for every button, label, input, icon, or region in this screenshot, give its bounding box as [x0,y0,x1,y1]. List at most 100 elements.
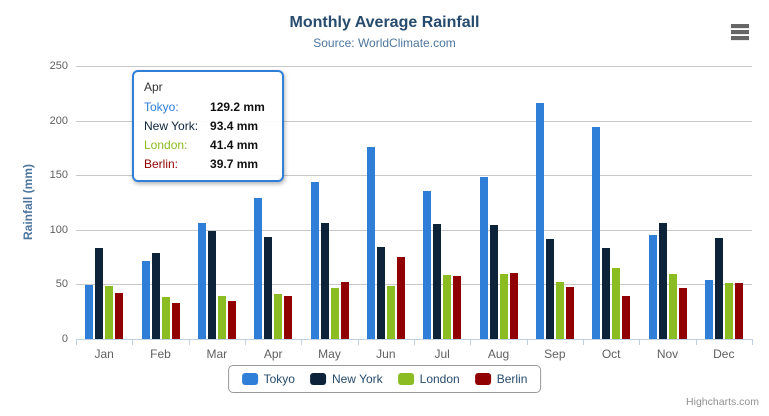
bar-london-nov[interactable] [668,274,677,339]
bar-tokyo-sep[interactable] [535,102,544,339]
bar-london-oct[interactable] [612,267,621,339]
bar-berlin-may[interactable] [340,281,349,339]
x-axis-label: Aug [487,347,510,361]
x-axis-label: Dec [713,347,735,361]
chart-subtitle: Source: WorldClimate.com [313,36,456,50]
x-axis-tick [357,340,359,345]
legend-swatch-icon [474,373,491,385]
bar-tokyo-oct[interactable] [592,127,601,339]
x-axis-label: Jul [434,347,450,361]
bar-new-york-jun[interactable] [376,246,385,339]
gridline [76,175,752,177]
y-axis-tick-label: 150 [49,169,68,182]
bar-london-aug[interactable] [499,273,508,339]
gridline [76,284,752,286]
bar-berlin-jan[interactable] [115,292,124,339]
x-axis-tick [132,340,134,345]
y-axis-tick-label: 250 [49,60,68,72]
y-axis-tick-label: 200 [49,114,68,127]
legend-item-new-york[interactable]: New York [309,372,383,386]
bar-london-apr[interactable] [274,293,283,339]
bar-new-york-feb[interactable] [151,252,160,339]
tooltip-series-label: London: [144,137,188,152]
tooltip-value: 41.4 mm [210,137,259,152]
x-axis-label: Apr [263,347,283,361]
x-axis-tick [245,340,246,345]
x-axis-tick [301,340,303,345]
bar-london-mar[interactable] [217,296,226,339]
y-axis-tick-label: 50 [55,278,68,291]
bar-new-york-apr[interactable] [264,237,273,339]
bar-tokyo-jun[interactable] [366,146,375,339]
bar-new-york-may[interactable] [320,223,329,339]
bar-berlin-oct[interactable] [622,296,631,339]
tooltip-series-label: New York: [144,118,199,133]
bar-berlin-jul[interactable] [453,276,462,339]
legend-item-london[interactable]: London [397,372,460,386]
x-axis-label: Jun [376,347,396,361]
bar-london-sep[interactable] [555,281,564,339]
tooltip-value: 129.2 mm [210,99,265,114]
x-axis-tick [752,340,753,345]
bar-london-jul[interactable] [443,274,452,339]
bar-new-york-mar[interactable] [207,231,216,339]
tooltip-value: 39.7 mm [210,156,259,171]
bar-tokyo-mar[interactable] [197,222,206,339]
bar-berlin-apr[interactable] [284,295,293,339]
bar-new-york-aug[interactable] [489,225,498,339]
bar-london-feb[interactable] [161,296,170,339]
x-axis-tick [76,340,77,345]
x-axis-label: Mar [206,347,228,361]
legend: Tokyo New York London Berlin [227,365,542,393]
tooltip-series-label: Tokyo: [144,99,179,114]
bar-berlin-feb[interactable] [171,302,180,339]
credits-link[interactable]: Highcharts.com [686,396,759,408]
bar-tokyo-apr[interactable] [254,197,263,339]
bar-berlin-jun[interactable] [396,256,405,339]
x-axis-tick [414,340,415,345]
bar-tokyo-dec[interactable] [704,279,713,339]
export-menu-button[interactable] [727,20,753,44]
gridline [76,120,752,122]
bar-tokyo-feb[interactable] [141,260,150,339]
legend-item-tokyo[interactable]: Tokyo [241,372,295,386]
bar-london-jan[interactable] [105,285,114,339]
x-axis-tick [470,340,472,345]
bar-london-dec[interactable] [724,283,733,339]
bar-berlin-dec[interactable] [734,283,743,339]
x-axis-label: Jan [94,347,114,361]
bar-tokyo-jul[interactable] [423,190,432,339]
bar-berlin-aug[interactable] [509,273,518,339]
bar-new-york-dec[interactable] [714,238,723,339]
x-axis-tick [695,340,697,345]
tooltip-header: Apr [144,80,163,94]
x-axis-label: Nov [656,347,679,361]
tooltip-row: London: 41.4 mm [144,135,265,154]
gridline [76,66,752,67]
x-axis-label: Oct [601,347,621,361]
x-axis-tick [188,340,190,345]
legend-label: Berlin [496,372,528,386]
bar-tokyo-jan[interactable] [85,284,94,339]
bar-tokyo-may[interactable] [310,181,319,339]
bar-new-york-jan[interactable] [95,247,104,339]
legend-label: London [419,372,460,386]
legend-item-berlin[interactable]: Berlin [474,372,528,386]
tooltip-series-label: Berlin: [144,156,179,171]
bar-london-jun[interactable] [386,286,395,339]
bar-new-york-nov[interactable] [658,222,667,339]
bar-new-york-oct[interactable] [602,247,611,339]
x-axis-label: Feb [150,347,171,361]
gridline [76,229,752,231]
bar-new-york-jul[interactable] [433,224,442,339]
tooltip-row: New York: 93.4 mm [144,116,265,135]
bar-london-may[interactable] [330,287,339,339]
legend-swatch-icon [397,373,414,385]
bar-berlin-sep[interactable] [565,287,574,339]
tooltip-row: Tokyo: 129.2 mm [144,97,265,116]
bar-tokyo-nov[interactable] [648,234,657,339]
bar-new-york-sep[interactable] [545,239,554,339]
bar-tokyo-aug[interactable] [479,176,488,339]
bar-berlin-nov[interactable] [678,287,687,339]
bar-berlin-mar[interactable] [227,301,236,339]
